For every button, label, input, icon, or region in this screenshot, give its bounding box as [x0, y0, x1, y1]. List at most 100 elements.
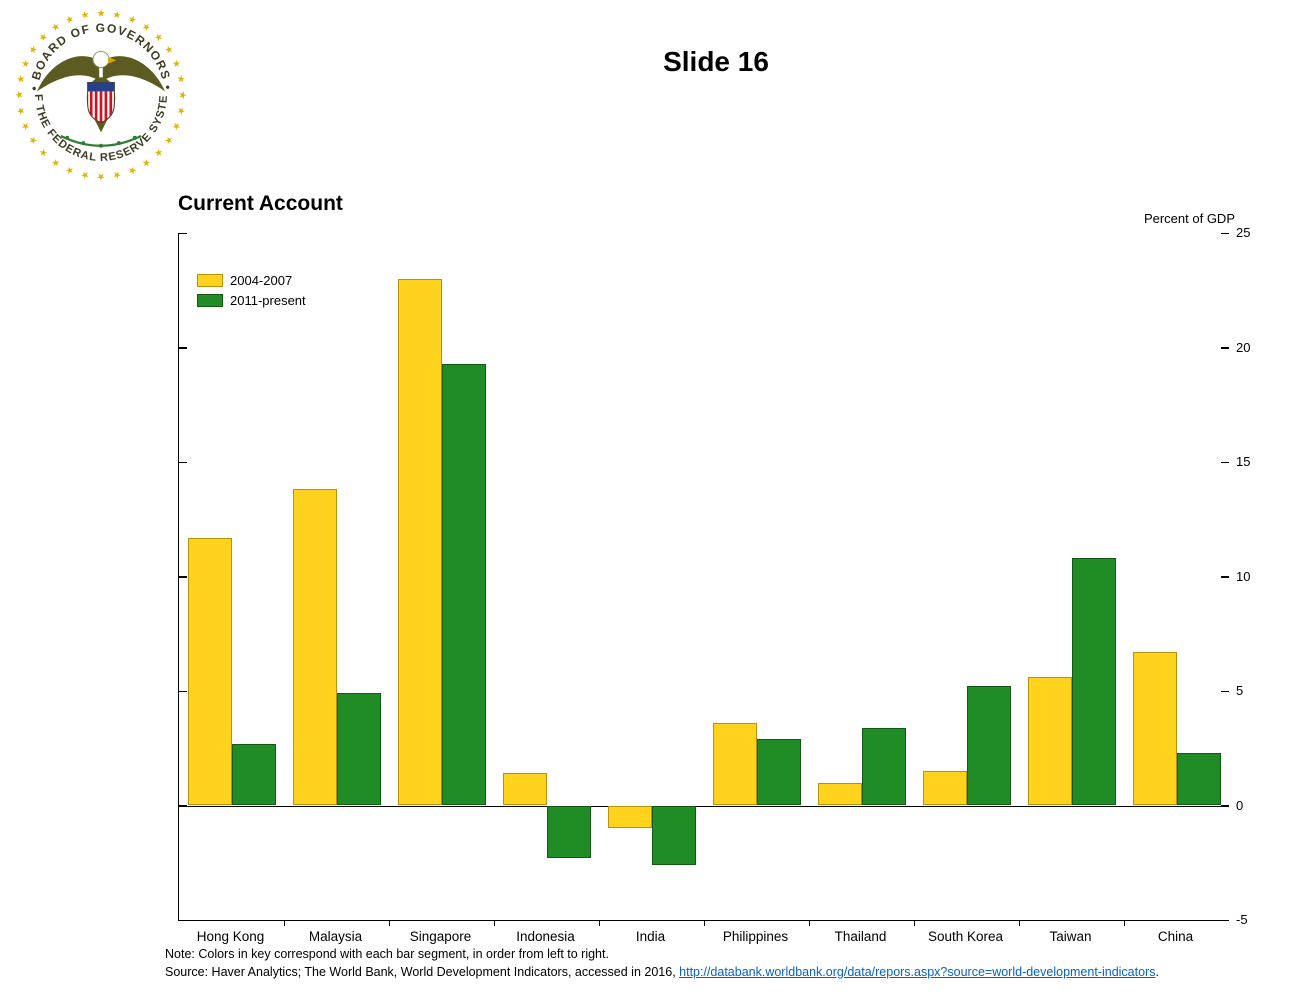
seal-star-icon: ★: [169, 120, 183, 133]
seal-star-icon: ★: [126, 13, 139, 27]
y-tick-label: 0: [1236, 797, 1244, 813]
x-axis-tick: [1018, 920, 1020, 926]
y-tick-label: 5: [1236, 683, 1244, 698]
seal-star-icon: ★: [111, 168, 122, 181]
bar-2004-2007-china: [1132, 652, 1177, 806]
y-tick-label: -5: [1236, 912, 1248, 927]
x-category-label: Hong Kong: [196, 929, 265, 944]
legend-label: 2004-2007: [230, 273, 293, 288]
legend-swatch-2011-present: [197, 294, 223, 307]
bar-2011-present-taiwan: [1071, 558, 1116, 806]
seal-eagle-icon: [36, 50, 166, 148]
seal-star-icon: ★: [15, 90, 26, 99]
x-axis-tick: [493, 920, 495, 926]
zero-axis-line: [179, 805, 1229, 807]
x-category-label: Taiwan: [1049, 929, 1092, 944]
y-axis-tick-labels: 25 20 15 10 5 0 -5: [1236, 225, 1296, 927]
source-link[interactable]: http://databank.worldbank.org/data/repor…: [679, 965, 1156, 979]
y-tick-label: 15: [1236, 454, 1251, 469]
bar-2011-present-hong-kong: [231, 743, 276, 806]
x-category-label: China: [1157, 929, 1194, 944]
note-text: Note: Colors in key correspond with each…: [165, 947, 609, 961]
y-axis-tick-right: [1221, 576, 1229, 578]
x-axis-tick: [808, 920, 810, 926]
x-axis-tick: [913, 920, 915, 926]
x-axis-tick: [1123, 920, 1125, 926]
y-tick-label: 20: [1236, 339, 1251, 355]
y-axis-tick-left: [179, 919, 187, 921]
bar-2011-present-malaysia: [336, 693, 381, 806]
source-prefix: Source: Haver Analytics; The World Bank,…: [165, 965, 680, 979]
x-category-label: Singapore: [409, 929, 472, 944]
seal-star-icon: ★: [176, 91, 187, 100]
seal-star-icon: ★: [64, 163, 77, 177]
seal-star-icon: ★: [64, 13, 77, 27]
source-suffix: .: [1155, 965, 1159, 979]
bar-2004-2007-singapore: [397, 278, 442, 806]
bar-2004-2007-taiwan: [1027, 677, 1072, 806]
legend-label: 2011-present: [230, 293, 306, 308]
x-category-label: Philippines: [722, 929, 789, 944]
y-axis-tick-left: [179, 805, 187, 807]
bar-2004-2007-thailand: [817, 782, 862, 806]
legend-item: 2011-present: [197, 293, 306, 308]
x-axis-tick: [388, 920, 390, 926]
seal-star-icon: ★: [15, 74, 28, 85]
y-axis-tick-right: [1221, 919, 1229, 921]
chart-legend: 2004-2007 2011-present: [197, 273, 306, 313]
bar-2004-2007-malaysia: [292, 489, 337, 806]
source-text: Source: Haver Analytics; The World Bank,…: [165, 965, 1159, 979]
y-axis-unit-label: Percent of GDP: [1143, 211, 1235, 226]
bar-2011-present-india: [651, 805, 696, 866]
y-tick-label: 10: [1236, 568, 1251, 584]
seal-star-icon: ★: [174, 105, 187, 116]
seal-star-icon: ★: [174, 74, 187, 85]
y-axis-tick-right: [1221, 805, 1229, 807]
y-axis-tick-left: [179, 576, 187, 578]
x-axis-category-labels: Hong Kong Malaysia Singapore Indonesia India…: [178, 929, 1228, 947]
seal-star-icon: ★: [96, 170, 105, 181]
seal-star-icon: ★: [97, 9, 106, 20]
seal-star-icon: ★: [19, 58, 33, 71]
x-category-label: Thailand: [834, 929, 887, 944]
y-axis-tick-left: [179, 232, 187, 234]
chart-title: Current Account: [178, 192, 343, 215]
x-axis-tick: [703, 920, 705, 926]
bar-2011-present-singapore: [441, 363, 486, 806]
page-title: Slide 16: [663, 46, 769, 77]
bar-2011-present-china: [1176, 752, 1221, 806]
x-axis-tick: [598, 920, 600, 926]
seal-star-icon: ★: [126, 163, 139, 177]
bar-2004-2007-indonesia: [502, 773, 547, 806]
seal-star-ring: ★ ★ ★★★★★★★★★★★★★★★★★★★★★★★★★★★★★ ★: [15, 9, 188, 182]
seal-star-icon: ★: [111, 9, 122, 22]
seal-star-icon: ★: [15, 105, 28, 116]
y-axis-tick-left: [179, 690, 187, 692]
bar-2011-present-philippines: [756, 739, 801, 806]
seal-star-icon: ★: [80, 168, 91, 181]
chart-plot-area: 2004-2007 2011-present: [178, 232, 1229, 926]
bar-2011-present-south-korea: [966, 686, 1011, 806]
y-axis-tick-right: [1221, 232, 1229, 234]
federal-reserve-seal: ★ ★ ★★★★★★★★★★★★★★★★★★★★★★★★★★★★★ ★ • BOARD…: [12, 6, 190, 184]
seal-star-icon: ★: [19, 120, 33, 133]
x-category-label: Indonesia: [516, 929, 575, 944]
bar-2011-present-thailand: [861, 727, 906, 806]
seal-star-icon: ★: [80, 9, 91, 22]
y-axis-tick-right: [1221, 461, 1229, 463]
y-axis-tick-right: [1221, 347, 1229, 349]
x-axis-tick: [283, 920, 285, 926]
legend-swatch-2004-2007: [197, 274, 223, 287]
x-category-label: South Korea: [927, 929, 1004, 944]
y-tick-label: 25: [1236, 225, 1251, 240]
legend-item: 2004-2007: [197, 273, 306, 288]
y-axis-tick-left: [179, 461, 187, 463]
bar-2004-2007-hong-kong: [187, 537, 232, 806]
bar-2004-2007-south-korea: [922, 771, 967, 806]
y-axis-tick-right: [1221, 690, 1229, 692]
seal-star-icon: ★: [169, 58, 183, 71]
x-category-label: Malaysia: [308, 929, 363, 944]
x-category-label: India: [635, 929, 666, 944]
bar-2004-2007-philippines: [712, 723, 757, 806]
bar-2011-present-indonesia: [546, 805, 591, 859]
